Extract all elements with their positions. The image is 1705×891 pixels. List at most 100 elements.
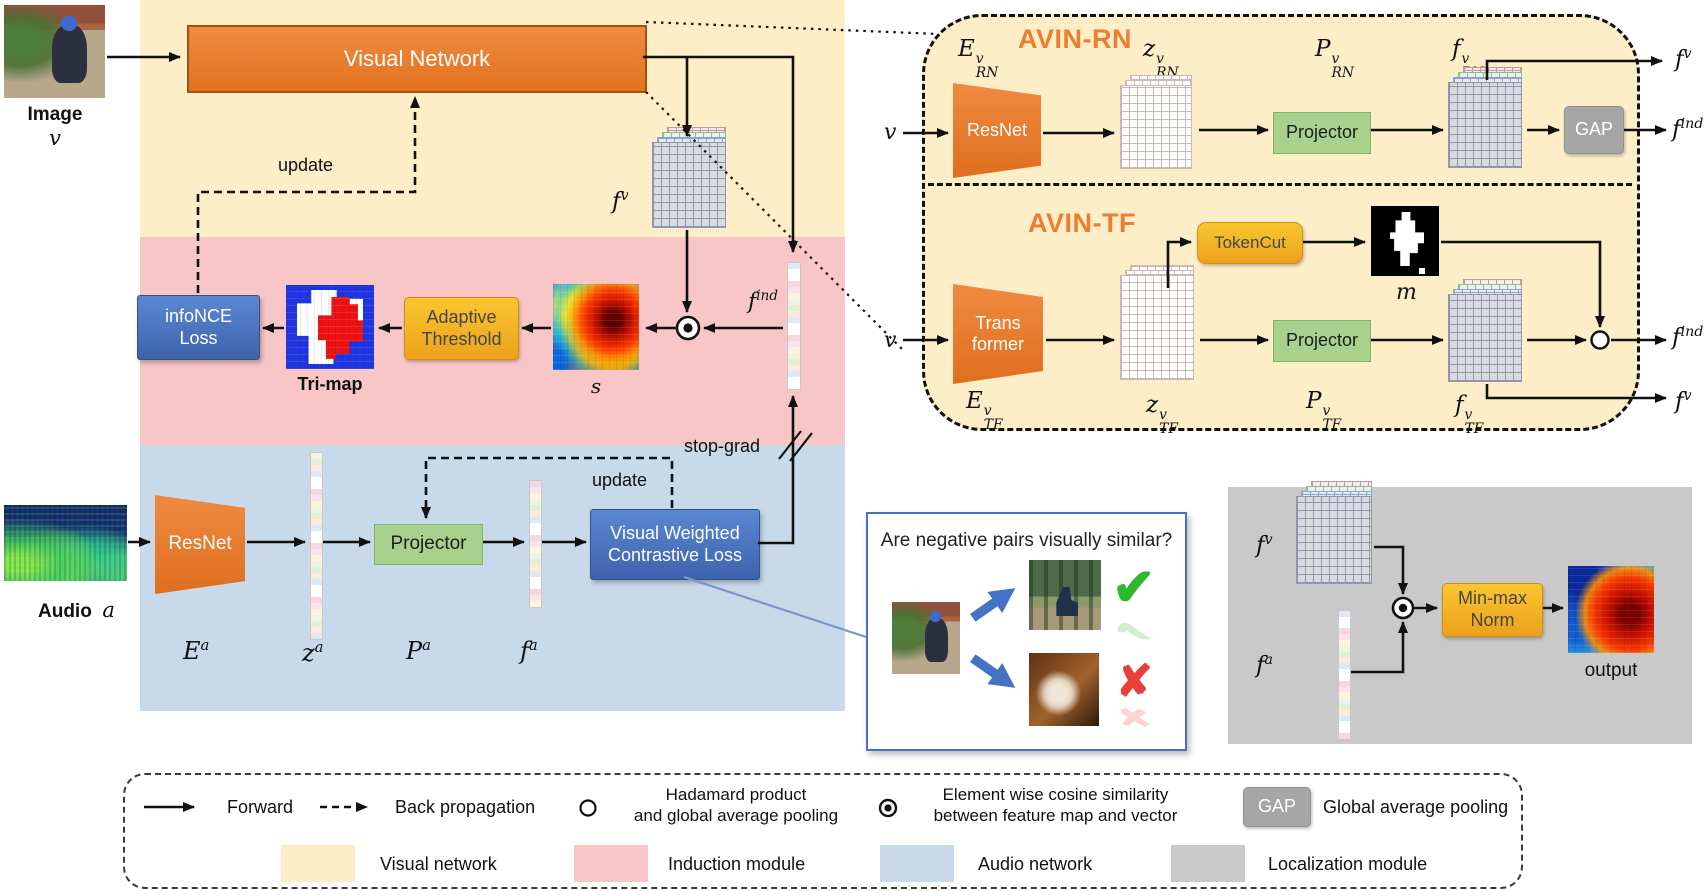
avin-separator [928, 183, 1632, 186]
audio-projector-box: Projector [374, 524, 483, 565]
vwcl-line2: Contrastive Loss [607, 544, 743, 565]
rn-projector-label: Projector [1285, 122, 1359, 143]
fv-feature-stack [652, 127, 726, 228]
gap-box-label: GAP [1574, 119, 1613, 140]
adaptive-line1: Adaptive [426, 306, 497, 327]
dissimilar-pair-image [1029, 653, 1099, 726]
audio-label: Audio a [38, 598, 115, 622]
s-label: s [590, 374, 602, 398]
legend-audio-network-label: Audio network [978, 854, 1093, 874]
negative-pairs-question: Are negative pairs visually similar? [880, 530, 1173, 551]
loc-fa-vector [1338, 610, 1351, 740]
avin-rn-title: AVIN-RN [1018, 24, 1132, 54]
Pa-label: Pa [406, 636, 432, 665]
fv-label: fv [612, 188, 629, 215]
rn-resnet-label: ResNet [966, 119, 1028, 140]
arrow-to-similar-icon [963, 574, 1025, 632]
za-vector [310, 452, 323, 640]
tf-transformer-line2: former [971, 334, 1024, 354]
update-label-top: update [278, 155, 334, 175]
legend-localization-module-label: Localization module [1268, 854, 1428, 874]
minmax-line2: Norm [1470, 610, 1515, 630]
audio-var-label: a [102, 598, 115, 622]
min-max-norm-box: Min-max Norm [1442, 583, 1543, 637]
gap-box: GAP [1564, 106, 1624, 154]
m-mask-image [1371, 206, 1439, 276]
find-label: find [748, 288, 779, 315]
rn-projector-box: Projector [1273, 112, 1371, 154]
infonce-line1: infoNCE [164, 305, 233, 326]
output-heatmap-image [1568, 566, 1654, 653]
tf-projector-box: Projector [1273, 320, 1371, 362]
check-icon: ✔ ✔ [1112, 559, 1156, 647]
za-label: za [302, 638, 324, 667]
z-tf-grid [1120, 265, 1194, 380]
legend-swatch-audio [880, 845, 954, 882]
stop-grad-label: stop-grad [683, 436, 760, 456]
audio-spectrogram-image [4, 505, 127, 581]
f-tf-stack [1448, 279, 1522, 382]
rn-resnet-box: ResNet [953, 83, 1041, 178]
z-tf-label: z v TF [1146, 392, 1178, 438]
Ea-label: Ea [183, 636, 210, 665]
legend-swatch-induction [574, 845, 648, 882]
tokencut-label: TokenCut [1214, 232, 1286, 252]
legend-visual-network-label: Visual network [380, 854, 497, 874]
minmax-line1: Min-max [1457, 588, 1527, 609]
cross-icon: ✘ ✘ [1116, 657, 1153, 730]
tf-transformer-box: Trans former [953, 284, 1043, 384]
motorcycle-rider-shape [52, 25, 87, 84]
loc-fv-label: fv [1256, 532, 1273, 559]
tri-map-label: Tri-map [297, 374, 363, 394]
z-rn-grid [1120, 75, 1192, 169]
similar-pair-image [1029, 560, 1101, 630]
m-label: m [1396, 280, 1417, 305]
anchor-image [892, 602, 960, 674]
visual-network-box: Visual Network [187, 25, 647, 93]
loc-fa-label: fa [1256, 652, 1274, 679]
tri-map-image [286, 285, 374, 369]
image-var-label: v [49, 126, 61, 150]
legend-backprop-label: Back propagation [395, 797, 536, 817]
f-rn-stack [1448, 67, 1522, 168]
legend-induction-module-label: Induction module [668, 854, 806, 874]
legend-hadamard-label: Hadamard product and global average pooli… [633, 785, 839, 826]
find-vector [787, 262, 801, 390]
arrow-to-dissimilar-icon [963, 644, 1025, 702]
helmet-shape [60, 16, 77, 32]
avin-tf-title: AVIN-TF [1028, 208, 1136, 238]
tokencut-box: TokenCut [1197, 222, 1303, 264]
input-image [4, 5, 105, 98]
legend-gap-label: Global average pooling [1323, 797, 1509, 817]
audio-projector-label: Projector [390, 533, 467, 555]
fa-label: fa [520, 636, 538, 665]
output-label: output [1584, 660, 1638, 681]
infonce-loss-box: infoNCE Loss [137, 295, 260, 360]
vwcl-line1: Visual Weighted [610, 522, 740, 543]
loc-fv-stack [1296, 481, 1372, 584]
legend-forward-label: Forward [227, 797, 294, 817]
adaptive-line2: Threshold [421, 328, 502, 349]
fa-vector [529, 480, 542, 608]
v-rn-label: v [884, 120, 897, 145]
tf-transformer-line1: Trans [975, 313, 1021, 334]
f-tf-label: f v TF [1455, 392, 1484, 438]
image-label: Image [27, 104, 83, 125]
legend-swatch-localization [1171, 845, 1245, 882]
visual-network-label: Visual Network [343, 45, 491, 71]
tf-out-find-label: find [1672, 324, 1704, 351]
legend-cosine-label: Element wise cosine similarity between fe… [933, 785, 1178, 826]
tf-projector-label: Projector [1285, 330, 1359, 351]
audio-resnet-box: ResNet [155, 495, 245, 594]
legend-swatch-visual [281, 845, 355, 882]
adaptive-threshold-box: Adaptive Threshold [404, 297, 519, 360]
rn-out-find-label: find [1672, 116, 1704, 143]
rn-out-fv-label: fv [1675, 46, 1692, 73]
similarity-map-image [553, 284, 639, 370]
legend-gap-chip: GAP [1243, 787, 1311, 827]
infonce-line2: Loss [179, 327, 218, 348]
